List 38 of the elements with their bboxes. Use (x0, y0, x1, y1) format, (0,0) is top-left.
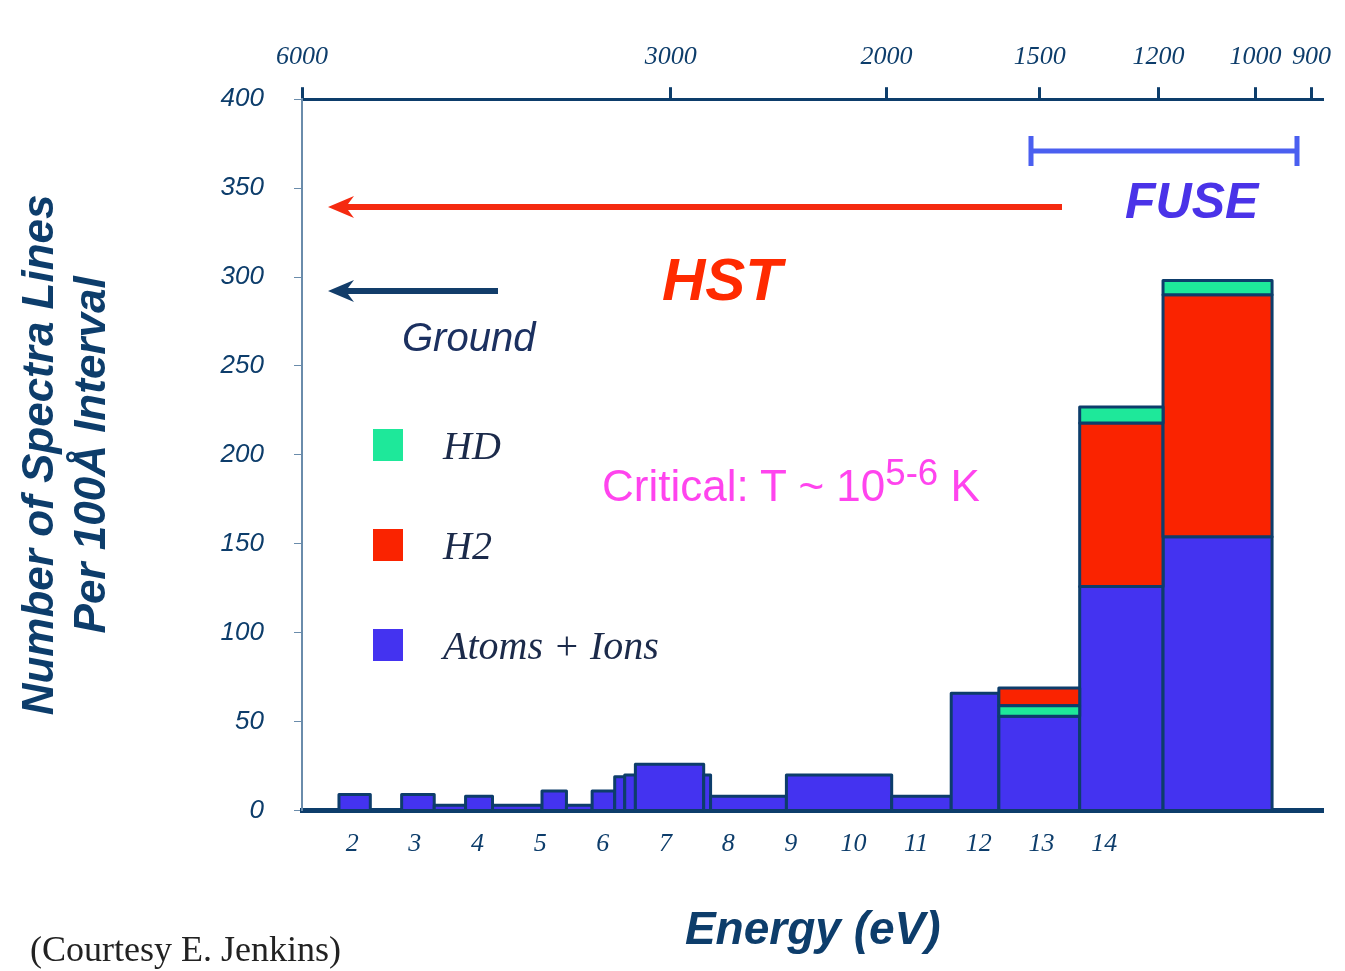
x2-tick-label: 900 (1292, 41, 1331, 71)
x2-tick-label: 1200 (1132, 41, 1185, 71)
y-tick-label: 150 (220, 527, 265, 558)
annotation: Critical: T ~ 10$^{5-6}$ K (602, 452, 980, 511)
x-tick-label: 9 (784, 828, 798, 858)
x-tick-label: 5 (533, 828, 547, 858)
x-tick-label: 7 (658, 828, 673, 858)
y-tick-label: 0 (249, 793, 265, 824)
x2-tick-label: 3000 (643, 41, 697, 71)
x-tick-label: 6 (596, 828, 610, 858)
x-tick-label: 14 (1091, 828, 1118, 858)
x-tick-label: 11 (904, 828, 929, 858)
x-tick-label: 2 (345, 828, 359, 858)
x-tick-label: 4 (470, 828, 484, 858)
text: (Courtesy E. Jenkins) (30, 928, 341, 970)
x-axis-title: Energy (eV) (684, 902, 941, 955)
x2-tick-label: 1500 (1013, 41, 1066, 71)
x2-tick-label: 2000 (860, 41, 913, 71)
y-tick-label: 400 (220, 82, 265, 113)
x2-tick-label: 1000 (1229, 41, 1282, 71)
legend-label: H2 (443, 521, 492, 569)
x-tick-label: 10 (840, 828, 867, 858)
legend-label: HD (443, 421, 501, 469)
y-tick-label: 200 (219, 438, 265, 469)
x-tick-label: 13 (1028, 828, 1055, 858)
y-axis-title: Number of Spectra Lines Per 100Å Interval (12, 194, 115, 716)
y-tick-label: 50 (235, 704, 265, 735)
legend-label: Atoms + Ions (443, 621, 659, 669)
y-tick-label: 350 (220, 171, 265, 202)
x-tick-label: 3 (407, 828, 422, 858)
y-tick-label: 250 (219, 349, 265, 380)
y-tick-label: 100 (220, 615, 265, 646)
annotation: Ground (402, 315, 536, 360)
x-tick-label: 12 (965, 828, 992, 858)
x2-tick-label: 6000 (276, 41, 328, 71)
annotation: FUSE (1125, 172, 1259, 230)
x-tick-label: 8 (721, 828, 735, 858)
y-tick-label: 300 (220, 260, 265, 291)
